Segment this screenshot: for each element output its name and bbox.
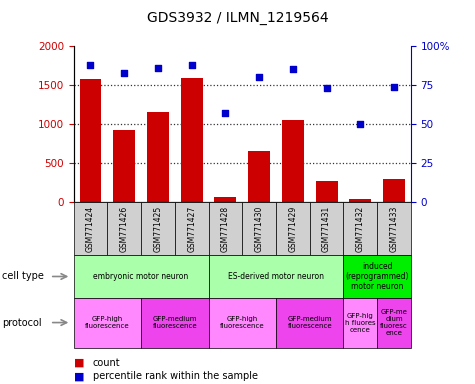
Text: GSM771433: GSM771433 xyxy=(390,205,399,252)
Bar xyxy=(180,78,203,202)
Bar xyxy=(147,112,169,202)
Text: GSM771432: GSM771432 xyxy=(356,205,365,252)
Point xyxy=(356,121,364,127)
Text: GFP-medium
fluorescence: GFP-medium fluorescence xyxy=(152,316,197,329)
Text: cell type: cell type xyxy=(2,271,44,281)
Point xyxy=(121,70,128,76)
Point xyxy=(289,66,296,73)
Text: GFP-high
fluorescence: GFP-high fluorescence xyxy=(85,316,130,329)
Point xyxy=(86,62,94,68)
Text: GSM771425: GSM771425 xyxy=(153,205,162,252)
Text: ES-derived motor neuron: ES-derived motor neuron xyxy=(228,272,324,281)
Text: GFP-medium
fluorescence: GFP-medium fluorescence xyxy=(287,316,332,329)
Point xyxy=(188,62,196,68)
Text: GFP-hig
h fluores
cence: GFP-hig h fluores cence xyxy=(345,313,376,333)
Text: GSM771430: GSM771430 xyxy=(255,205,264,252)
Text: GSM771426: GSM771426 xyxy=(120,205,129,252)
Bar xyxy=(248,151,270,202)
Bar xyxy=(349,199,371,202)
Text: GSM771424: GSM771424 xyxy=(86,205,95,252)
Text: embryonic motor neuron: embryonic motor neuron xyxy=(94,272,189,281)
Text: ■: ■ xyxy=(74,358,84,368)
Text: GSM771428: GSM771428 xyxy=(221,205,230,252)
Point xyxy=(221,110,229,116)
Bar xyxy=(315,181,338,202)
Point xyxy=(256,74,263,80)
Point xyxy=(390,83,398,89)
Text: percentile rank within the sample: percentile rank within the sample xyxy=(93,371,257,381)
Text: count: count xyxy=(93,358,120,368)
Bar xyxy=(113,130,135,202)
Text: GFP-high
fluorescence: GFP-high fluorescence xyxy=(220,316,265,329)
Text: GDS3932 / ILMN_1219564: GDS3932 / ILMN_1219564 xyxy=(147,11,328,25)
Bar xyxy=(383,179,405,202)
Text: GSM771427: GSM771427 xyxy=(187,205,196,252)
Bar xyxy=(79,79,102,202)
Text: protocol: protocol xyxy=(2,318,42,328)
Text: GSM771431: GSM771431 xyxy=(322,205,331,252)
Bar xyxy=(214,197,237,202)
Text: GFP-me
dium
fluoresc
ence: GFP-me dium fluoresc ence xyxy=(380,309,408,336)
Text: induced
(reprogrammed)
motor neuron: induced (reprogrammed) motor neuron xyxy=(345,262,409,291)
Bar xyxy=(282,120,304,202)
Point xyxy=(154,65,162,71)
Text: ■: ■ xyxy=(74,371,84,381)
Point xyxy=(323,85,331,91)
Text: GSM771429: GSM771429 xyxy=(288,205,297,252)
